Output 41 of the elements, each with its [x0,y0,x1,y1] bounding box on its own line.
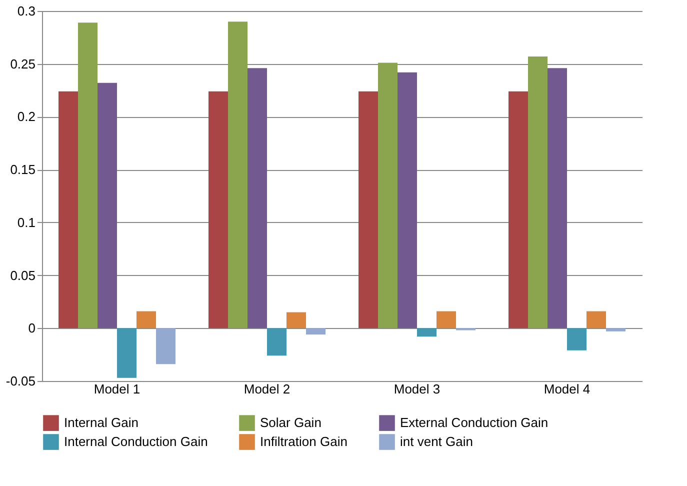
y-tick-label: 0.1 [17,214,36,230]
bar [228,22,248,328]
x-tick-label: Model 4 [544,382,590,396]
bar [606,328,626,332]
bar [528,56,548,328]
bar [208,91,228,328]
bar [267,328,286,356]
bar [398,72,417,328]
bar [586,311,606,328]
bar [567,328,586,350]
y-tick-label: 0.2 [17,109,36,124]
bar [508,91,528,328]
legend-label: Internal Conduction Gain [64,434,208,449]
bar [378,62,398,328]
y-tick-label: 0.25 [10,56,36,72]
bar [306,328,326,334]
bar [136,311,156,328]
bar [436,311,456,328]
bar [58,91,78,328]
y-tick-label: 0 [28,320,36,336]
bar [98,82,117,328]
x-tick-label: Model 1 [94,382,140,396]
legend-label: External Conduction Gain [400,415,548,430]
legend-label: Infiltration Gain [260,434,348,449]
bar [78,22,98,328]
y-tick-label: 0.3 [17,4,36,18]
bar [248,68,267,328]
legend-label: Internal Gain [64,415,138,430]
y-tick-label: -0.05 [6,374,36,388]
bar [156,328,176,364]
x-tick-label: Model 2 [244,382,290,396]
legend-label: int vent Gain [400,434,473,449]
legend-label: Solar Gain [260,415,322,430]
bar [548,68,567,328]
x-tick-label: Model 3 [394,382,440,396]
y-tick-label: 0.15 [10,162,36,178]
y-tick-label: 0.05 [10,268,36,283]
bar [117,328,136,378]
bar [417,328,436,337]
bar [286,312,306,328]
bar [358,91,378,328]
